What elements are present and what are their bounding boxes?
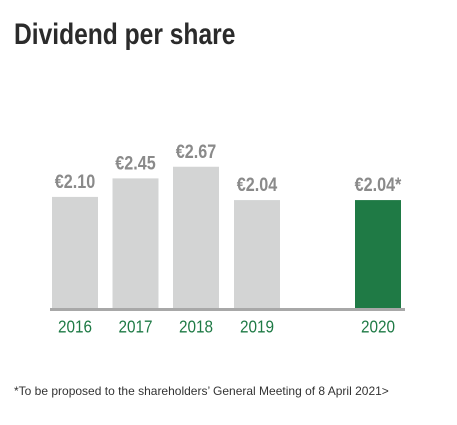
value-label: €2.04 [237,174,278,196]
bar [173,166,219,308]
value-label: €2.67 [176,141,217,163]
value-label: €2.04* [355,174,402,196]
bar [112,178,159,308]
chart-title: Dividend per share [14,17,235,51]
x-tick-label: 2017 [118,317,152,337]
value-label: €2.45 [115,152,156,174]
x-tick-label: 2018 [179,317,213,337]
x-tick-label: 2019 [240,317,274,337]
bar [52,196,98,308]
bar [355,200,401,308]
value-label: €2.10 [55,171,96,193]
bar [234,200,280,308]
x-tick-label: 2016 [58,317,92,337]
x-tick-label: 2020 [361,317,395,337]
footnote: *To be proposed to the shareholders’ Gen… [14,384,389,398]
